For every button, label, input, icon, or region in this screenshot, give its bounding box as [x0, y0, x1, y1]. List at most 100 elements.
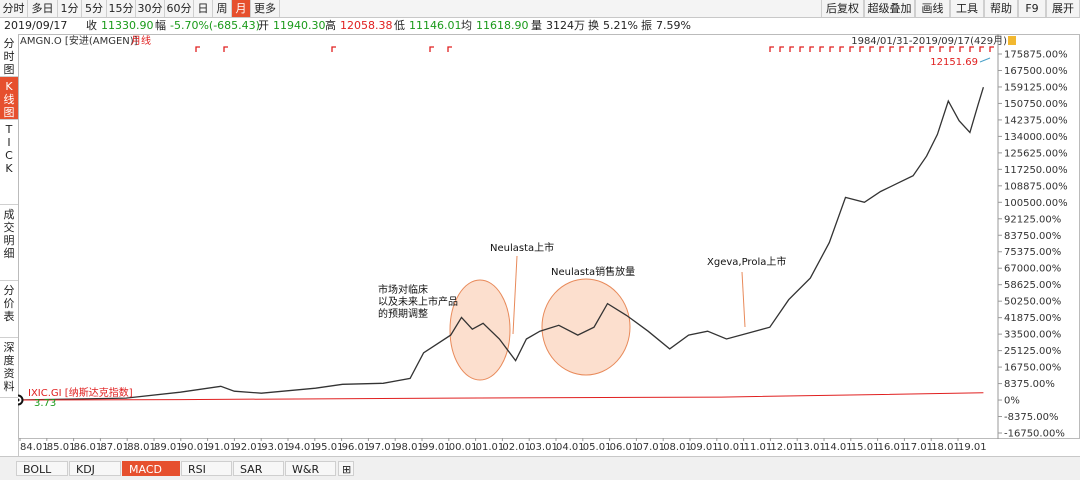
avg-value: 11618.90 [476, 19, 529, 32]
indicator-tab-rsi[interactable]: RSI [181, 461, 232, 476]
y-tick-label: 25125.00% [1004, 346, 1061, 357]
open-value: 11940.30 [273, 19, 326, 32]
low-label: 低 [394, 19, 405, 32]
chart-period: 月线 [131, 34, 151, 47]
y-tick-label: 92125.00% [1004, 214, 1061, 225]
sidebar-item-5[interactable]: 深度资料 [0, 338, 18, 398]
period-tab-1[interactable]: 多日 [28, 0, 58, 17]
sidebar-item-3[interactable]: 成交明细 [0, 205, 18, 281]
x-tick-label: 10.01 [717, 442, 746, 453]
add-indicator-icon[interactable]: ⊞ [338, 461, 354, 476]
x-tick-label: 12.01 [770, 442, 799, 453]
toolbar-right-2[interactable]: 画线 [915, 0, 950, 17]
y-tick-label: 83750.00% [1004, 231, 1061, 242]
x-tick-label: 09.01 [690, 442, 719, 453]
x-tick-label: 16.01 [878, 442, 907, 453]
indicator-tab-boll[interactable]: BOLL [16, 461, 68, 476]
indicator-tab-kdj[interactable]: KDJ [69, 461, 121, 476]
y-tick-label: 8375.00% [1004, 379, 1055, 390]
kline-chart[interactable]: AMGN.O [安进(AMGEN)]月线 1984/01/31-2019/09/1… [18, 34, 1080, 456]
plot-frame [18, 34, 1080, 439]
x-tick-label: 97.01 [368, 442, 397, 453]
quote-bar: 2019/09/17 收 11330.90 幅 -5.70%(-685.43) … [0, 17, 1080, 34]
toolbar-right-3[interactable]: 工具 [950, 0, 984, 17]
max-value-label: 12151.69 [930, 57, 978, 68]
indicator-tab-w&r[interactable]: W&R [285, 461, 336, 476]
y-tick-label: 75375.00% [1004, 247, 1061, 258]
sidebar-item-4[interactable]: 分价表 [0, 281, 18, 338]
indicator-tab-macd[interactable]: MACD [122, 461, 180, 476]
signal-marker [819, 46, 824, 52]
period-tab-7[interactable]: 日 [194, 0, 213, 17]
amplitude-value: 7.59% [656, 19, 691, 32]
signal-marker [849, 46, 854, 52]
signal-marker [939, 46, 944, 52]
y-tick-label: 16750.00% [1004, 363, 1061, 374]
toolbar-right-6[interactable]: 展开 [1046, 0, 1080, 17]
x-tick-label: 02.01 [502, 442, 531, 453]
toolbar-right-0[interactable]: 后复权 [821, 0, 864, 17]
chart-range: 1984/01/31-2019/09/17(429月) [851, 35, 1007, 47]
overlay-line [18, 392, 984, 401]
signal-marker [909, 46, 914, 52]
period-tab-5[interactable]: 30分 [136, 0, 165, 17]
period-tab-6[interactable]: 60分 [165, 0, 194, 17]
x-tick-label: 89.01 [154, 442, 183, 453]
y-tick-label: 175875.00% [1004, 50, 1068, 61]
signal-marker [989, 46, 994, 52]
chart-symbol: AMGN.O [安进(AMGEN)] [20, 34, 138, 47]
x-tick-label: 92.01 [234, 442, 263, 453]
close-value: 11330.90 [101, 19, 154, 32]
period-tab-4[interactable]: 15分 [107, 0, 136, 17]
x-tick-label: 86.01 [74, 442, 103, 453]
period-tab-0[interactable]: 分时 [0, 0, 28, 17]
x-tick-label: 05.01 [583, 442, 612, 453]
indicator-tab-sar[interactable]: SAR [233, 461, 284, 476]
x-tick-label: 07.01 [636, 442, 665, 453]
max-pointer [979, 57, 991, 63]
signal-marker [879, 46, 884, 52]
x-tick-label: 99.01 [422, 442, 451, 453]
signal-marker [949, 46, 954, 52]
overlay-label: IXIC.GI [纳斯达克指数] [28, 386, 133, 399]
y-tick-label: 117250.00% [1004, 165, 1068, 176]
signal-marker [889, 46, 894, 52]
signal-marker [919, 46, 924, 52]
y-tick-label: 0% [1004, 396, 1020, 407]
period-tab-2[interactable]: 1分 [58, 0, 82, 17]
toolbar-right-5[interactable]: F9 [1018, 0, 1046, 17]
signal-marker [769, 46, 774, 52]
toolbar-right-1[interactable]: 超级叠加 [864, 0, 915, 17]
y-tick-label: 41875.00% [1004, 313, 1061, 324]
annotation-text: Neulasta上市 [490, 241, 554, 254]
vol-value: 3124万 [546, 19, 585, 32]
toolbar-right-4[interactable]: 帮助 [984, 0, 1018, 17]
signal-marker [869, 46, 874, 52]
change-value: -5.70%(-685.43) [170, 19, 260, 32]
y-tick-label: 150750.00% [1004, 99, 1068, 110]
y-tick-label: 67000.00% [1004, 264, 1061, 275]
sidebar-item-0[interactable]: 分时图 [0, 34, 18, 77]
annotation-text: Xgeva,Prola上市 [707, 255, 786, 268]
y-tick-label: 167500.00% [1004, 66, 1068, 77]
period-tab-3[interactable]: 5分 [82, 0, 107, 17]
period-tab-10[interactable]: 更多 [251, 0, 280, 17]
signal-marker [779, 46, 784, 52]
signal-marker [839, 46, 844, 52]
x-tick-label: 96.01 [342, 442, 371, 453]
x-tick-label: 93.01 [261, 442, 290, 453]
amplitude-label: 振 [641, 19, 652, 32]
y-tick-label: 58625.00% [1004, 280, 1061, 291]
x-tick-label: 14.01 [824, 442, 853, 453]
open-label: 开 [258, 19, 269, 32]
annotation-text: 以及未来上市产品 [378, 295, 458, 308]
period-tab-8[interactable]: 周 [213, 0, 232, 17]
signal-marker [789, 46, 794, 52]
avg-label: 均 [461, 19, 472, 32]
x-tick-label: 19.01 [958, 442, 987, 453]
turnover-label: 换 [588, 19, 599, 32]
y-tick-label: -8375.00% [1004, 412, 1058, 423]
period-tab-9[interactable]: 月 [232, 0, 251, 17]
